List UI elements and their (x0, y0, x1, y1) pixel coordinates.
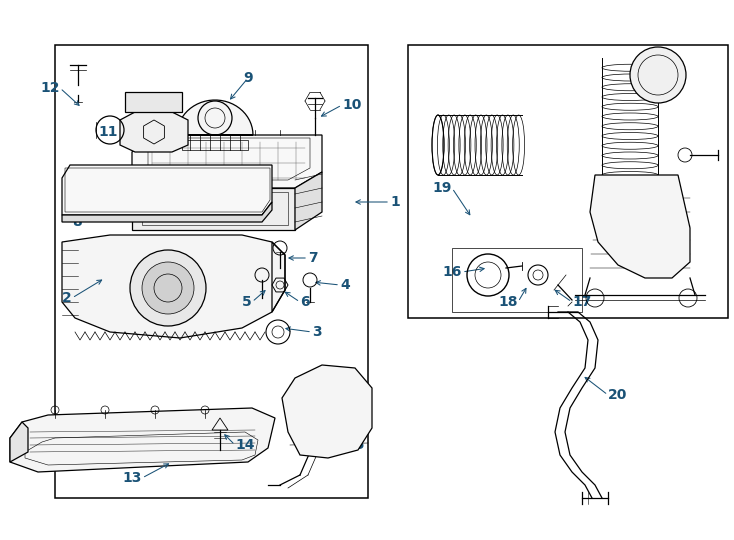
Text: 20: 20 (608, 388, 628, 402)
Polygon shape (132, 135, 322, 188)
Polygon shape (10, 422, 28, 462)
Text: 12: 12 (40, 81, 60, 95)
Text: 18: 18 (498, 295, 518, 309)
Polygon shape (590, 175, 690, 278)
Text: 3: 3 (312, 325, 321, 339)
Polygon shape (62, 235, 285, 338)
Polygon shape (10, 408, 275, 472)
Circle shape (630, 47, 686, 103)
Circle shape (130, 250, 206, 326)
Text: 1: 1 (390, 195, 400, 209)
Text: 2: 2 (62, 291, 72, 305)
Polygon shape (125, 92, 182, 112)
Text: 6: 6 (300, 295, 310, 309)
Polygon shape (62, 165, 272, 215)
Text: 19: 19 (432, 181, 452, 195)
Text: 10: 10 (342, 98, 361, 112)
Polygon shape (62, 202, 272, 222)
Text: 8: 8 (72, 215, 82, 229)
Text: 14: 14 (235, 438, 255, 452)
Polygon shape (132, 188, 295, 230)
Text: 11: 11 (98, 125, 118, 139)
Text: 5: 5 (242, 295, 252, 309)
Text: 15: 15 (345, 438, 365, 452)
Text: 17: 17 (572, 295, 592, 309)
Text: 16: 16 (443, 265, 462, 279)
Polygon shape (295, 172, 322, 230)
Text: 7: 7 (308, 251, 318, 265)
Polygon shape (282, 365, 372, 458)
Text: 13: 13 (123, 471, 142, 485)
Text: 9: 9 (243, 71, 252, 85)
Polygon shape (120, 112, 188, 152)
Polygon shape (177, 100, 253, 135)
Text: 4: 4 (340, 278, 349, 292)
Circle shape (142, 262, 194, 314)
